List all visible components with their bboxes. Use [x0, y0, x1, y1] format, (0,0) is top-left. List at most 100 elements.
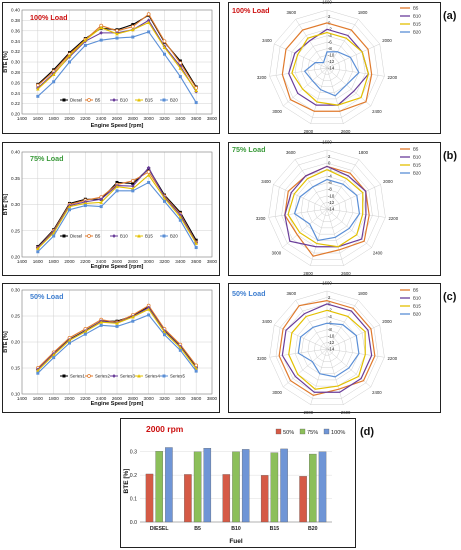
radar-radial-label: -10 [328, 334, 335, 339]
data-point-Series5 [83, 332, 87, 336]
radar-radial-label: -2 [328, 167, 332, 172]
legend-label: B5 [95, 234, 101, 239]
x-axis-label: Engine Speed [rpm] [91, 264, 144, 270]
radar-category-label: 1600 [322, 281, 332, 286]
x-axis-label: Engine Speed [rpm] [91, 123, 144, 129]
x-tick-label: 2400 [96, 259, 107, 264]
radar-spoke [326, 67, 371, 107]
data-point-B5 [130, 179, 135, 183]
x-tick-label: 3600 [191, 396, 202, 401]
radar-ring [313, 54, 341, 81]
radar-series-B10 [284, 165, 367, 248]
legend-swatch [299, 428, 306, 435]
y-tick-label: 0.25 [11, 228, 20, 233]
radar-spoke [326, 348, 385, 358]
data-point-Series5 [131, 319, 135, 323]
panel-label-c: (c) [443, 291, 457, 303]
data-point-Series5 [163, 333, 166, 337]
legend-label: Diesel [70, 98, 82, 103]
chart-a-radar: 1600 1800 2000 2200 2400 2600 2800 3000 3200 3400… [232, 0, 421, 134]
bar-75%-B20 [309, 453, 317, 523]
data-point-Diesel [115, 180, 119, 184]
radar-ring [301, 322, 353, 374]
radar-radial-label: -10 [328, 193, 335, 198]
chart-title: 50% Load [30, 292, 64, 301]
radar-category-label: 3600 [286, 150, 296, 155]
data-point-Series4 [115, 321, 119, 325]
bar-75%-DIESEL [155, 451, 163, 523]
x-tick-label: DIESEL [150, 526, 170, 532]
data-point-B5 [130, 24, 135, 29]
radar-spoke [295, 300, 328, 350]
radar-series-B15 [288, 309, 366, 390]
x-tick-label: 3000 [144, 259, 155, 264]
y-tick-label: 0.36 [11, 28, 20, 33]
bar-100%-B5 [203, 448, 212, 523]
x-tick-label: 3600 [191, 116, 202, 121]
data-point-B15 [178, 215, 183, 219]
data-point-Series4 [83, 329, 88, 334]
y-tick-label: 0.30 [11, 60, 20, 65]
data-point-Series4 [146, 307, 151, 311]
data-point-B20 [163, 199, 166, 203]
radar-ring [275, 16, 379, 118]
radar-series-B10 [281, 303, 373, 393]
radar-radial-label: -6 [328, 180, 332, 185]
legend-label: B5 [413, 147, 419, 152]
radar-spoke [268, 208, 328, 218]
data-point-Series4 [36, 368, 40, 373]
radar-category-label: 3400 [262, 38, 272, 43]
x-tick-label: 3400 [175, 116, 186, 121]
radar-category-label: 3600 [287, 291, 297, 296]
radar-radial-label: -8 [328, 46, 332, 51]
legend-marker [162, 374, 166, 378]
radar-spoke [295, 19, 328, 69]
legend-label: Series1 [70, 374, 85, 379]
radar-radial-label: 0 [328, 161, 331, 166]
bar-75%-B15 [270, 452, 279, 523]
radar-series-B5 [281, 22, 373, 112]
panel-label-a: (a) [443, 10, 457, 22]
radar-category-label: 1600 [322, 140, 332, 145]
y-axis-label: BTE [%] [123, 469, 130, 494]
radar-spoke [326, 67, 385, 77]
legend-label: B20 [413, 30, 421, 35]
bar-50%-B15 [260, 475, 269, 523]
chart-b-radar-frame [228, 142, 441, 276]
legend-marker [162, 98, 166, 102]
data-point-B10 [130, 184, 135, 189]
chart-title: 2000 rpm [146, 424, 184, 434]
radar-ring [320, 61, 334, 75]
data-point-B15 [36, 246, 40, 251]
data-point-B20 [131, 35, 135, 39]
legend-label: Series4 [145, 374, 160, 379]
plot-area [21, 151, 213, 258]
data-point-B15 [67, 53, 72, 58]
radar-spoke [326, 184, 381, 210]
radar-ring [320, 202, 334, 216]
data-point-Series5 [99, 323, 103, 327]
y-tick-label: 0.28 [11, 70, 20, 75]
radar-ring [307, 329, 347, 368]
legend-label: B10 [413, 14, 421, 19]
radar-spoke [269, 67, 328, 77]
radar-ring [307, 189, 347, 229]
data-point-B20 [52, 80, 56, 84]
legend-marker [62, 98, 66, 102]
legend-label: B15 [413, 304, 421, 309]
x-tick-label: 2200 [80, 396, 91, 401]
x-tick-label: 1600 [33, 116, 44, 121]
data-point-B20 [147, 180, 151, 184]
radar-category-label: 3600 [287, 10, 297, 15]
bar-100%-B20 [318, 451, 327, 523]
legend-label: Series5 [170, 374, 185, 379]
data-point-Diesel [178, 59, 182, 63]
x-tick-label: 3400 [175, 259, 186, 264]
x-tick-label: 2000 [64, 396, 75, 401]
bar-50%-B10 [222, 474, 231, 523]
x-tick-label: 3800 [207, 396, 218, 401]
legend-label: B15 [413, 163, 421, 168]
legend-marker [137, 234, 141, 238]
radar-ring [274, 156, 380, 260]
data-point-B15 [115, 184, 119, 189]
